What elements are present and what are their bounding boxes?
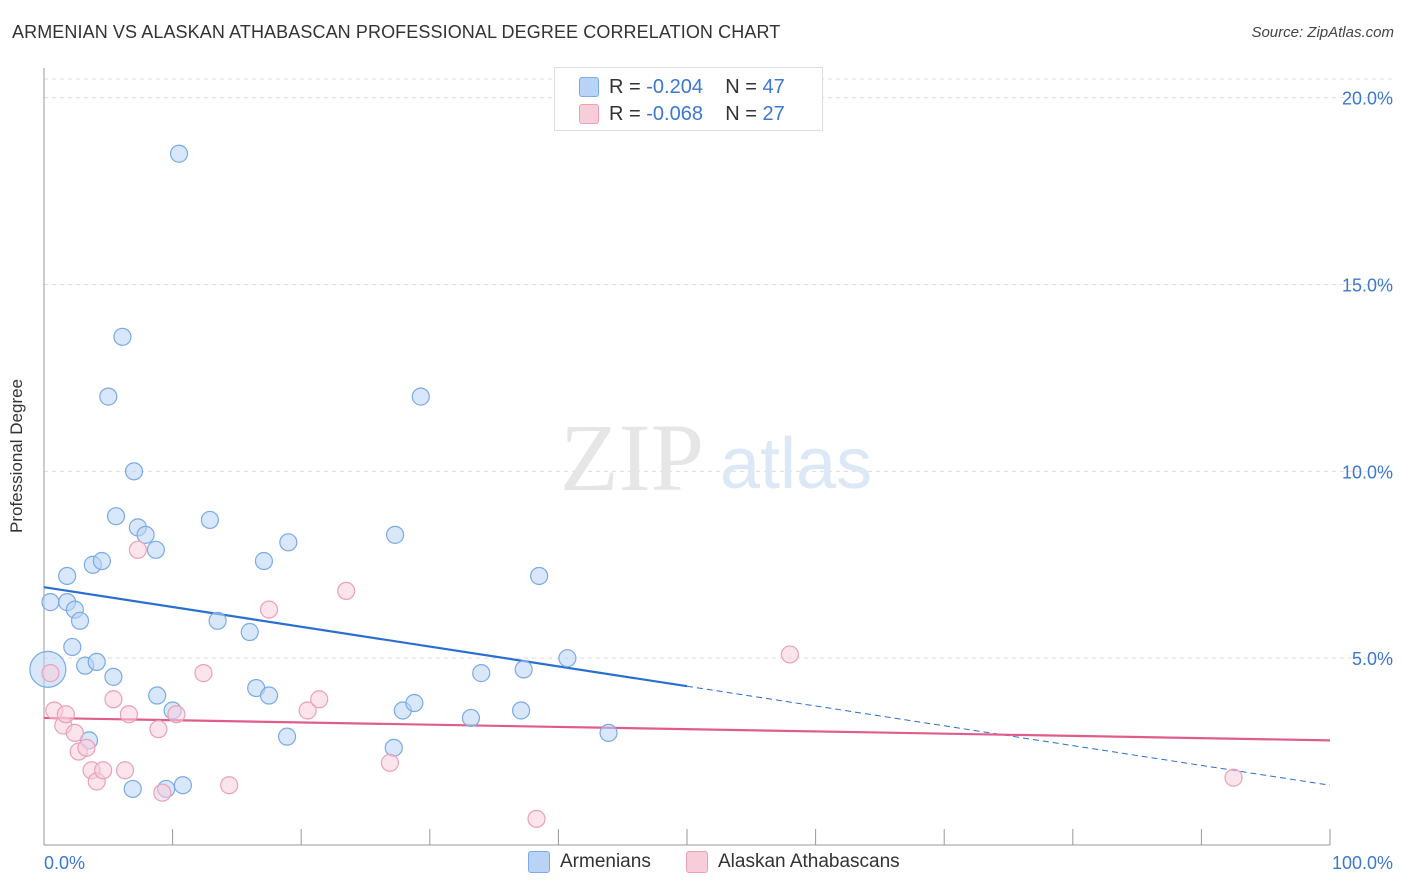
point-armenians	[512, 701, 531, 720]
armenians-swatch	[579, 77, 599, 97]
point-alaskan-athabascans	[77, 738, 96, 757]
point-armenians	[259, 686, 279, 705]
point-alaskan-athabascans	[104, 690, 123, 709]
point-armenians	[599, 723, 618, 743]
point-armenians	[63, 637, 82, 657]
point-armenians	[70, 611, 90, 630]
point-armenians	[41, 593, 60, 612]
point-alaskan-athabascans	[153, 783, 172, 802]
point-alaskan-athabascans	[298, 701, 317, 720]
stats-row-armenians: R = -0.204 N = 47	[579, 73, 785, 101]
legend-label-armenians: Armenians	[560, 851, 651, 872]
point-armenians	[106, 507, 126, 526]
point-armenians	[113, 327, 132, 346]
legend-item-armenians[interactable]: Armenians	[528, 851, 651, 873]
point-alaskan-athabascans	[220, 776, 239, 795]
series-legend: Armenians Alaskan Athabascans	[0, 851, 1406, 877]
point-armenians	[472, 664, 491, 683]
point-alaskan-athabascans	[194, 664, 213, 683]
y-axis-label: Professional Degree	[7, 378, 26, 534]
point-armenians	[99, 387, 118, 406]
r-label: R =	[609, 102, 641, 125]
point-armenians	[405, 693, 424, 713]
chart-title: ARMENIAN VS ALASKAN ATHABASCAN PROFESSIO…	[12, 22, 781, 42]
watermark-atlas: atlas	[720, 424, 872, 504]
n-label: N =	[725, 75, 757, 98]
point-alaskan-athabascans	[149, 720, 168, 739]
r-value: -0.068	[646, 102, 703, 125]
point-alaskan-athabascans	[56, 705, 75, 724]
r-label: R =	[609, 75, 641, 98]
point-armenians	[558, 649, 577, 668]
r-value: -0.204	[646, 75, 703, 98]
point-armenians	[254, 551, 274, 571]
point-alaskan-athabascans	[527, 809, 546, 828]
watermark-zip: ZIP	[560, 404, 704, 511]
point-alaskan-athabascans	[94, 761, 113, 780]
point-armenians	[384, 738, 403, 757]
point-alaskan-athabascans	[41, 664, 60, 683]
stats-row-alaskan-athabascans: R = -0.068 N = 27	[579, 100, 785, 128]
point-alaskan-athabascans	[167, 705, 186, 724]
point-armenians	[173, 776, 192, 795]
source-label: Source: ZipAtlas.com	[1251, 24, 1394, 41]
point-alaskan-athabascans	[65, 723, 84, 743]
point-alaskan-athabascans	[1224, 768, 1243, 787]
x-tick-label: 0.0%	[44, 853, 85, 873]
point-armenians	[411, 387, 430, 406]
y-tick-label: 15.0%	[1342, 276, 1393, 296]
trend-line	[43, 586, 688, 688]
point-alaskan-athabascans	[115, 761, 135, 780]
legend-item-alaskan-athabascans[interactable]: Alaskan Athabascans	[686, 851, 900, 873]
legend-label-alaskan-athabascans: Alaskan Athabascans	[718, 851, 900, 872]
y-tick-label: 20.0%	[1342, 89, 1393, 109]
n-label: N =	[725, 102, 757, 125]
trend-line	[43, 716, 1331, 742]
point-armenians	[58, 566, 77, 586]
n-value: 47	[762, 75, 785, 98]
point-armenians	[123, 779, 142, 799]
point-alaskan-athabascans	[780, 645, 799, 664]
y-tick-label: 10.0%	[1342, 462, 1393, 482]
point-alaskan-athabascans	[259, 600, 279, 619]
point-armenians	[87, 652, 106, 672]
point-armenians	[124, 462, 144, 481]
x-tick-label: 100.0%	[1332, 853, 1393, 873]
point-armenians	[385, 525, 405, 544]
point-armenians	[208, 611, 227, 630]
point-alaskan-athabascans	[310, 690, 329, 709]
point-armenians	[148, 686, 167, 705]
point-armenians	[136, 525, 155, 544]
point-alaskan-athabascans	[337, 581, 356, 601]
n-value: 27	[762, 102, 785, 125]
point-armenians	[279, 533, 298, 552]
alaskan-athabascans-swatch	[686, 851, 708, 873]
point-alaskan-athabascans	[119, 705, 138, 724]
stats-legend: R = -0.204 N = 47 R = -0.068 N = 27	[554, 67, 823, 131]
point-alaskan-athabascans	[380, 753, 400, 772]
point-armenians	[146, 540, 165, 559]
alaskan-athabascans-swatch	[579, 104, 599, 124]
point-armenians	[92, 551, 111, 571]
point-armenians	[530, 566, 549, 586]
point-armenians	[104, 667, 123, 686]
y-tick-label: 5.0%	[1352, 649, 1393, 669]
point-armenians	[200, 510, 219, 530]
point-alaskan-athabascans	[128, 540, 147, 559]
point-armenians	[169, 144, 189, 163]
point-armenians	[461, 708, 481, 728]
armenians-swatch	[528, 851, 550, 873]
point-armenians	[277, 727, 297, 746]
point-armenians	[514, 660, 533, 679]
point-armenians	[240, 622, 259, 642]
